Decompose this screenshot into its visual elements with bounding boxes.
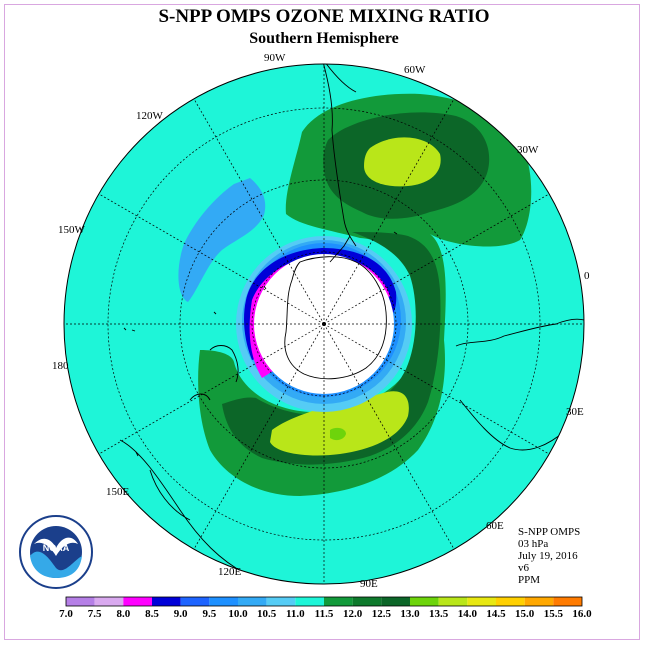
colorbar-swatch	[467, 597, 496, 606]
lon-label-30w: 30W	[517, 144, 539, 156]
lon-label-180: 180	[52, 360, 69, 372]
lon-label-0: 0	[584, 270, 590, 282]
lime-core-lower	[330, 427, 346, 441]
colorbar-tick-label: 14.5	[486, 608, 506, 620]
colorbar-tick-label: 13.0	[400, 608, 420, 620]
observation-date: July 19, 2016	[518, 550, 578, 562]
colorbar-tick-label: 12.5	[371, 608, 391, 620]
data-version: v6	[518, 562, 529, 574]
colorbar-tick-label: 9.5	[202, 608, 217, 620]
pressure-level: 03 hPa	[518, 538, 549, 550]
map-title: S-NPP OMPS OZONE MIXING RATIO	[158, 6, 490, 27]
lon-label-30e: 30E	[566, 406, 584, 418]
africa-coast	[455, 318, 584, 451]
south-pole-dot	[322, 322, 326, 326]
colorbar-tick-label: 9.0	[173, 608, 188, 620]
colorbar-swatch	[553, 597, 582, 606]
lon-label-60w: 60W	[404, 64, 426, 76]
colorbar-tick-label: 11.5	[314, 608, 334, 620]
metadata-block: S-NPP OMPS 03 hPa July 19, 2016 v6 PPM	[518, 526, 580, 586]
antarctica-coast	[284, 235, 387, 380]
colorbar-swatch	[94, 597, 124, 606]
units-label: PPM	[518, 574, 541, 586]
colorbar	[65, 596, 583, 607]
noaa-logo: NOAA	[19, 515, 93, 589]
colorbar-swatch	[295, 597, 324, 606]
colorbar-swatch	[324, 597, 353, 606]
figure-frame	[4, 4, 640, 640]
colorbar-tick-label: 13.5	[429, 608, 449, 620]
colorbar-tick-label: 15.0	[515, 608, 535, 620]
map-boundary	[63, 63, 585, 585]
lon-label-90w: 90W	[264, 52, 286, 64]
light-blue-patch	[178, 178, 266, 302]
colorbar-swatch	[209, 597, 238, 606]
colorbar-tick-label: 12.0	[343, 608, 363, 620]
lon-label-150w: 150W	[58, 224, 85, 236]
instrument-label: S-NPP OMPS	[518, 526, 581, 538]
colorbar-tick-label: 8.0	[116, 608, 131, 620]
colorbar-swatch	[524, 597, 554, 606]
colorbar-tick-label: 14.0	[457, 608, 477, 620]
colorbar-tick-label: 16.0	[572, 608, 592, 620]
colorbar-swatch	[66, 597, 95, 606]
colorbar-swatch	[123, 597, 152, 606]
dark-green-band	[222, 112, 490, 465]
colorbar-swatch	[238, 597, 267, 606]
islands	[123, 231, 398, 457]
coastlines	[119, 64, 584, 575]
lon-label-120e: 120E	[218, 566, 242, 578]
lon-label-120w: 120W	[136, 110, 163, 122]
lime-patch-lower	[270, 391, 409, 456]
colorbar-tick-label: 15.5	[543, 608, 563, 620]
colorbar-tick-label: 7.0	[59, 608, 73, 620]
colorbar-swatch	[438, 597, 468, 606]
noaa-logo-text: NOAA	[43, 543, 70, 553]
colorbar-border	[65, 596, 583, 607]
ozone-field	[64, 64, 584, 584]
colorbar-tick-label: 11.0	[286, 608, 305, 620]
colorbar-swatch	[352, 597, 382, 606]
lon-label-90e: 90E	[360, 578, 378, 590]
lon-label-60e: 60E	[486, 520, 504, 532]
colorbar-swatch	[381, 597, 410, 606]
lime-patch-upper	[364, 137, 441, 187]
australia-coast	[119, 345, 247, 575]
colorbar-swatch	[152, 597, 181, 606]
south-america-coast	[321, 64, 357, 247]
colorbar-swatch	[410, 597, 439, 606]
colorbar-tick-label: 10.5	[257, 608, 277, 620]
colorbar-swatch	[266, 597, 296, 606]
colorbar-tick-label: 10.0	[228, 608, 248, 620]
colorbar-swatch	[496, 597, 525, 606]
lon-label-150e: 150E	[106, 486, 130, 498]
graticule	[64, 64, 584, 584]
colorbar-tick-label: 7.5	[87, 608, 102, 620]
colorbar-tick-label: 8.5	[145, 608, 159, 620]
colorbar-swatch	[180, 597, 210, 606]
map-subtitle: Southern Hemisphere	[249, 30, 399, 47]
